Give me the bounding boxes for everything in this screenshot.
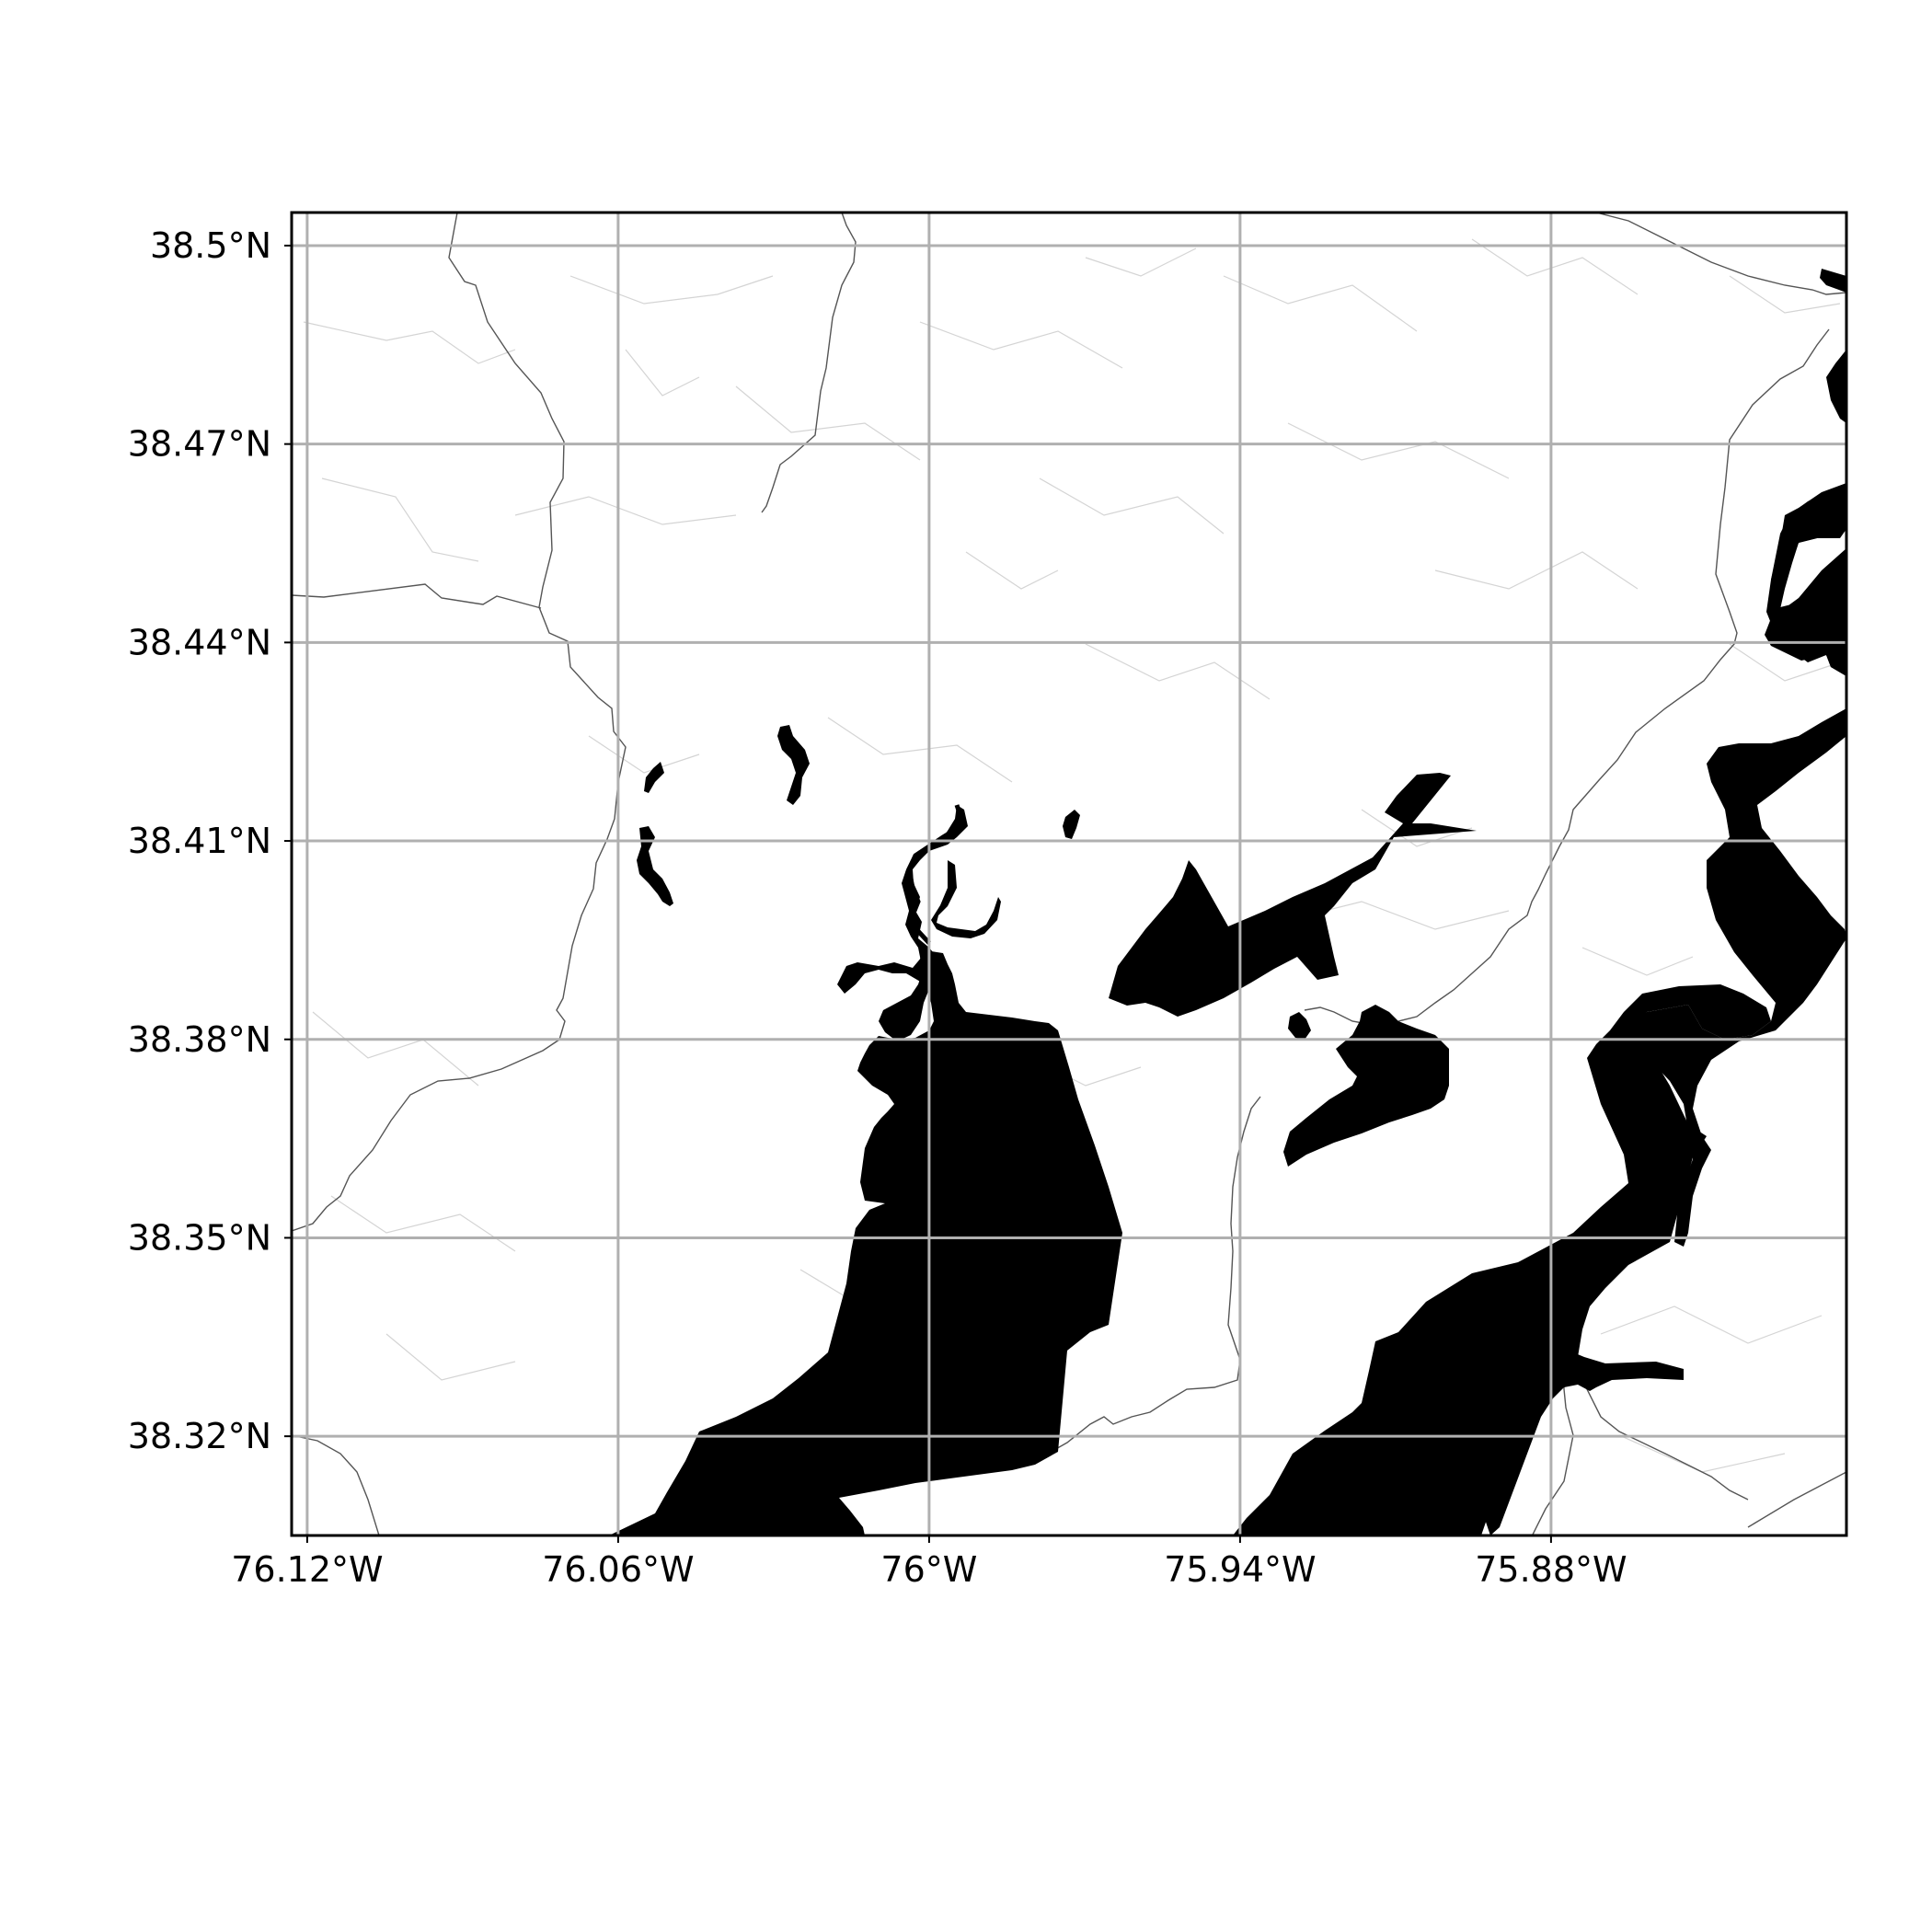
x-axis-ticks: 76.12°W 76.06°W 76°W 75.94°W 75.88°W — [231, 1535, 1627, 1590]
x-tick-label: 76°W — [880, 1549, 977, 1590]
northeast-small-water — [1820, 269, 1846, 293]
y-axis-ticks: 38.5°N 38.47°N 38.44°N 38.41°N 38.38°N 38.35°… — [128, 225, 292, 1456]
gridlines-layer — [292, 213, 1846, 1535]
y-tick-label: 38.32°N — [128, 1416, 271, 1456]
x-tick-label: 75.94°W — [1164, 1549, 1316, 1590]
x-tick-label: 76.12°W — [231, 1549, 383, 1590]
marsh-pond-water — [1283, 1005, 1449, 1167]
y-tick-label: 38.44°N — [128, 622, 271, 662]
eastern-river-water — [1628, 548, 1846, 1247]
x-tick-label: 75.88°W — [1475, 1549, 1627, 1590]
x-tick-label: 76.06°W — [542, 1549, 694, 1590]
y-tick-label: 38.5°N — [150, 225, 271, 266]
creek-branch-water — [931, 860, 1001, 938]
pond-c-water — [777, 725, 810, 805]
east-channel-water — [1477, 1348, 1684, 1535]
map-frame — [290, 211, 1848, 1537]
southeast-river-water — [1233, 984, 1771, 1535]
pond-e-water — [1288, 1012, 1311, 1040]
y-tick-label: 38.38°N — [128, 1019, 271, 1060]
western-cove-water — [1109, 773, 1477, 1017]
y-tick-label: 38.47°N — [128, 424, 271, 465]
pond-d-water — [1063, 810, 1080, 839]
water-layer — [609, 269, 1846, 1535]
pond-b-water — [644, 762, 664, 793]
y-tick-label: 38.35°N — [128, 1217, 271, 1258]
creek-lines-layer — [906, 804, 964, 945]
northeast-inlet-water — [1826, 350, 1846, 423]
northeast-loop-water-2 — [1766, 486, 1846, 662]
main-bay-water — [609, 951, 1122, 1535]
pond-a-water — [637, 826, 673, 906]
y-tick-label: 38.41°N — [128, 821, 271, 861]
